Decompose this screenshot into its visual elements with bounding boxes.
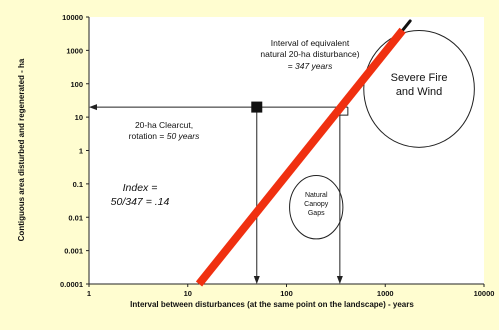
x-tick-label: 100 (280, 289, 293, 298)
severe-fire-label-line1: Severe Fire (391, 72, 448, 84)
clearcut-annotation-line1: 20-ha Clearcut, (135, 120, 193, 130)
y-tick-label: 0.001 (64, 247, 83, 256)
x-tick-label: 1 (87, 289, 91, 298)
x-axis-label: Interval between disturbances (at the sa… (130, 300, 414, 309)
trend-line (195, 27, 406, 287)
clearcut-rotation-value: 50 years (167, 131, 200, 141)
y-tick-label: 10000 (62, 13, 83, 22)
clearcut-rotation-prefix: rotation = (129, 131, 167, 141)
x-tick-label: 10000 (474, 289, 495, 298)
severe-fire-ellipse (363, 30, 475, 148)
clearcut-annotation-line2: rotation = 50 years (129, 131, 200, 141)
clearcut-down-arrowhead (253, 276, 260, 284)
y-tick-label: 1000 (66, 46, 83, 55)
canopy-gaps-label-line1: Natural (305, 192, 328, 199)
index-line1: Index = (123, 182, 158, 194)
equivalent-down-arrowhead (336, 276, 343, 284)
y-tick-label: 0.0001 (60, 280, 83, 289)
x-ticks: 1 10 100 1000 10000 (87, 284, 495, 298)
y-ticks: 10000 1000 100 10 1 0.1 0.01 0.001 0.0001 (60, 13, 89, 289)
interval-annotation-line1: Interval of equivalent (271, 38, 350, 48)
y-tick-label: 1 (79, 147, 83, 156)
canopy-gaps-ellipse (289, 174, 344, 240)
interval-annotation-value: = 347 years (288, 61, 333, 71)
trend-line-tip (399, 19, 412, 34)
y-tick-label: 0.1 (73, 180, 83, 189)
plot-area (89, 17, 484, 284)
index-line2: 50/347 = .14 (111, 196, 170, 208)
canopy-gaps-label-line3: Gaps (308, 210, 325, 217)
canopy-gaps-label-line2: Canopy (304, 201, 329, 208)
y-tick-label: 0.01 (68, 213, 83, 222)
y-axis-label: Contiguous area disturbed and regenerate… (17, 58, 26, 241)
y-tick-label: 10 (75, 113, 83, 122)
x-tick-label: 10 (184, 289, 192, 298)
severe-fire-label-line2: and Wind (396, 86, 442, 98)
clearcut-point (251, 101, 263, 113)
y-tick-label: 100 (70, 80, 83, 89)
left-arrowhead (89, 104, 97, 111)
x-tick-label: 1000 (377, 289, 394, 298)
interval-annotation-line2: natural 20-ha disturbance) (260, 49, 359, 59)
